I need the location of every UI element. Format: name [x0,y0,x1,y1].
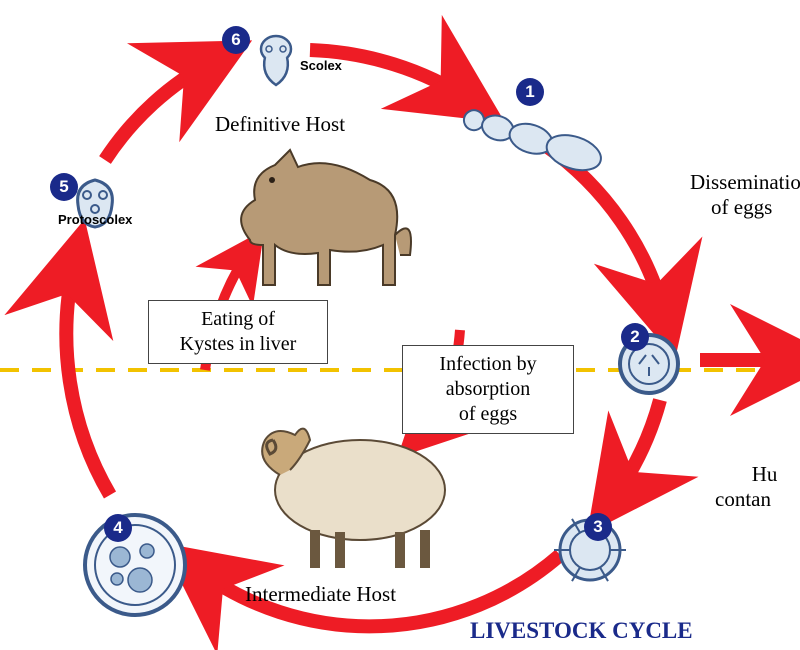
label-intermediate: Intermediate Host [245,582,396,607]
stage4-cyst [85,515,185,615]
diagram-title: LIVESTOCK CYCLE [470,618,693,644]
mini-label-scolex: Scolex [300,58,342,73]
box-label-eating: Eating ofKystes in liver [148,300,328,364]
cycle-arrow [66,260,110,495]
stage-badge-3: 3 [584,513,612,541]
diagram-stage: { "canvas": { "width": 800, "height": 65… [0,0,800,650]
stage-badge-1: 1 [516,78,544,106]
stage1-adult-worm [459,102,605,177]
stage-badge-2: 2 [621,323,649,351]
cycle-arrow [612,400,660,500]
label-human: Hu contan [715,462,777,512]
sheep-figure [262,429,445,568]
cycle-divider [0,368,800,372]
cycle-arrow [105,60,215,160]
dog-figure [241,150,411,285]
cycle-arrow [545,145,665,318]
stage-badge-5: 5 [50,173,78,201]
mini-label-protoscolex: Protoscolex [58,212,132,227]
label-dissem: Dissemination of eggs [690,170,800,220]
stage6-scolex [261,36,291,85]
box-label-infection: Infection byabsorptionof eggs [402,345,574,434]
stage-badge-4: 4 [104,514,132,542]
stage-badge-6: 6 [222,26,250,54]
arrows-and-figures [0,0,800,650]
label-definitive: Definitive Host [215,112,345,137]
